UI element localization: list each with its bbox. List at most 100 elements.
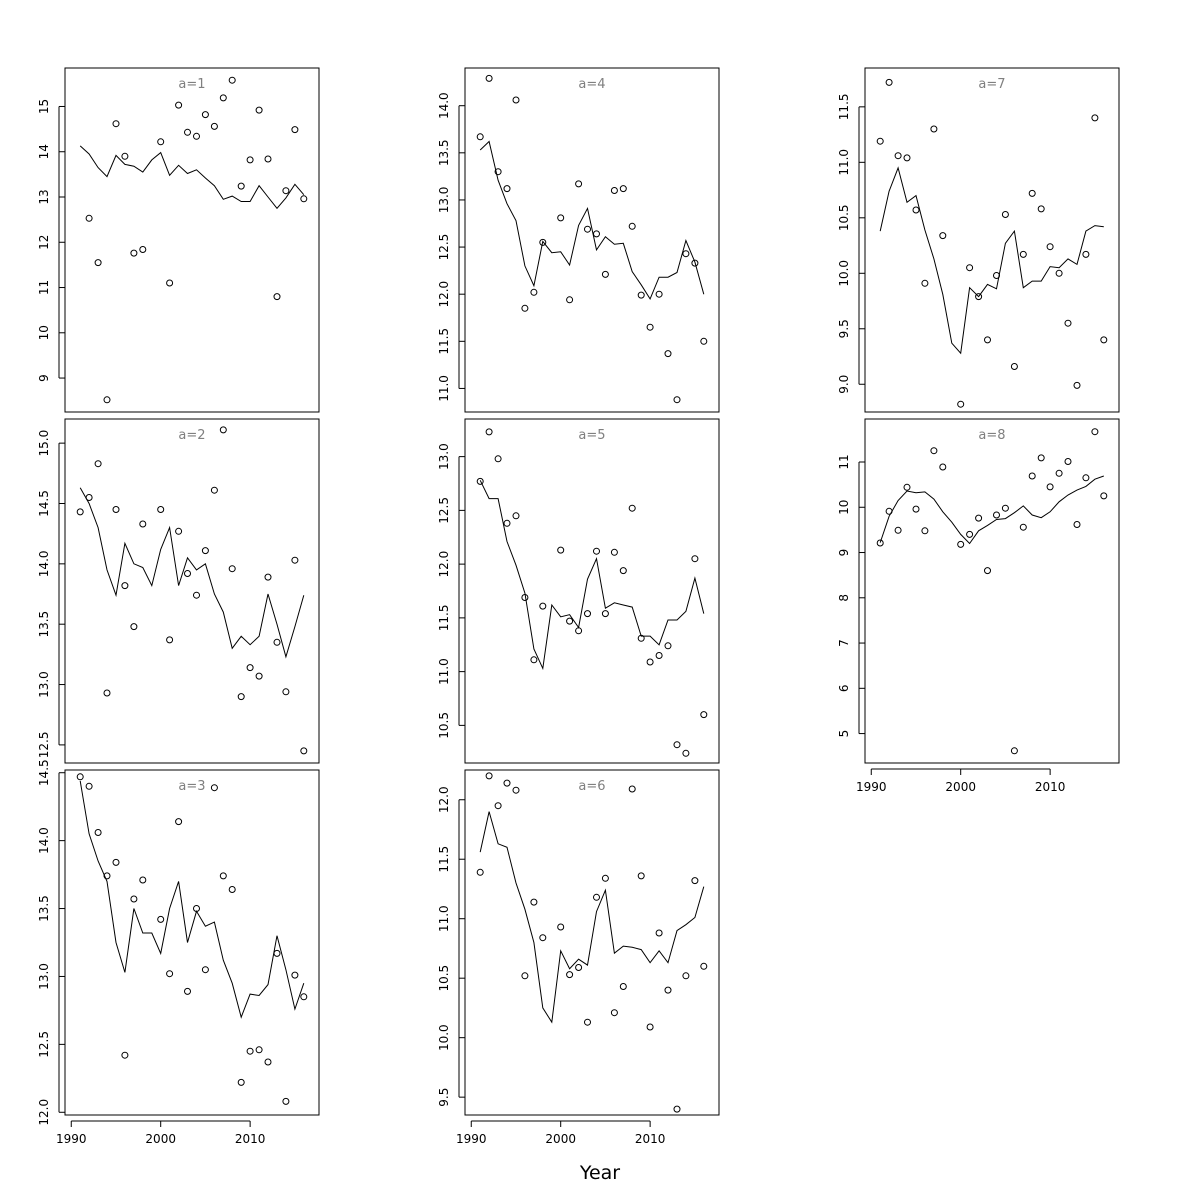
x-tick-label: 2010 (635, 1132, 666, 1146)
observed-point (655, 652, 663, 659)
observed-point (593, 230, 600, 238)
observed-point (112, 506, 120, 513)
y-tick-label: 14.0 (37, 550, 51, 577)
y-tick-label: 14.0 (437, 92, 451, 119)
observed-point (939, 463, 947, 471)
y-tick-label: 10 (37, 325, 51, 340)
observed-point (512, 512, 520, 520)
observed-point (282, 1097, 290, 1105)
panels-layer: a=19101112131415a=212.513.013.514.014.51… (37, 67, 1120, 1146)
observed-point (228, 886, 236, 893)
x-tick-label: 2010 (1035, 780, 1066, 794)
observed-point (246, 1047, 254, 1055)
fitted-line (879, 166, 1104, 355)
observed-point (921, 527, 929, 535)
observed-point (673, 396, 681, 404)
observed-point (1046, 243, 1054, 251)
x-tick-label: 2010 (235, 1132, 266, 1146)
observed-point (1073, 381, 1081, 389)
observed-point (1091, 114, 1099, 122)
observed-point (1055, 469, 1063, 477)
panel-frame (864, 418, 1120, 764)
observed-point (237, 693, 245, 701)
observed-point (566, 617, 574, 625)
panel-a=8: a=8 5 6 7 8 9 10 11 1990 2000 2010 (837, 418, 1120, 794)
observed-point (1064, 458, 1072, 465)
observed-point (503, 519, 511, 527)
fitted-line (479, 811, 705, 1024)
observed-point (1028, 189, 1036, 197)
observed-point (521, 972, 529, 980)
observed-point (94, 259, 102, 267)
observed-point (139, 520, 147, 528)
panel-a=6: a=6 9.5 10.0 10.5 11.0 11.5 12.0 1990 2000 2010 (437, 769, 720, 1146)
panel-a=1: a=1 9 10 11 12 13 14 15 (37, 67, 320, 413)
observed-point (157, 138, 165, 146)
observed-point (476, 477, 484, 485)
y-tick-label: 11.0 (437, 375, 451, 402)
observed-point (700, 337, 708, 345)
y-tick-label: 14.0 (37, 827, 51, 854)
y-tick-label: 10.0 (837, 260, 851, 287)
y-tick-label: 12.5 (437, 234, 451, 261)
observed-point (557, 214, 565, 222)
observed-point (264, 573, 272, 581)
panel-title: a=8 (978, 428, 1005, 443)
observed-point (700, 711, 708, 719)
observed-point (273, 293, 281, 301)
observed-point (485, 428, 493, 436)
observed-point (691, 259, 699, 267)
x-tick-label: 1990 (456, 1132, 487, 1146)
observed-point (184, 128, 191, 136)
y-tick-label: 11.5 (437, 328, 451, 355)
observed-point (876, 137, 884, 145)
observed-point (601, 874, 609, 882)
observed-point (512, 786, 520, 794)
observed-point (903, 154, 911, 162)
observed-point (139, 246, 147, 253)
observed-point (682, 250, 690, 258)
y-tick-label: 11.5 (837, 93, 851, 120)
y-tick-label: 13.5 (437, 139, 451, 166)
y-tick-label: 5 (837, 730, 851, 738)
observed-point (575, 964, 583, 971)
observed-point (300, 993, 308, 1001)
observed-point (1055, 269, 1063, 277)
observed-point (237, 182, 245, 190)
observed-point (255, 1046, 263, 1054)
x-tick-label: 2000 (545, 1132, 576, 1146)
observed-point (121, 152, 129, 160)
observed-point (637, 291, 645, 299)
fitted-line (79, 145, 305, 210)
observed-point (984, 567, 991, 575)
y-tick-label: 12.0 (37, 1099, 51, 1126)
observed-point (575, 627, 583, 635)
observed-point (584, 225, 591, 233)
observed-point (628, 504, 636, 512)
observed-point (175, 527, 183, 535)
observed-point (485, 74, 493, 82)
observed-point (264, 1058, 272, 1066)
observed-point (530, 656, 538, 664)
observed-point (166, 636, 174, 644)
observed-point (503, 779, 511, 787)
observed-point (646, 658, 654, 666)
panel-frame (864, 67, 1120, 413)
observed-point (85, 782, 93, 790)
observed-point (210, 784, 218, 792)
observed-point (485, 772, 493, 780)
observed-point (228, 76, 236, 84)
panel-title: a=6 (578, 779, 605, 794)
observed-point (166, 970, 174, 978)
observed-point (930, 447, 938, 455)
observed-point (210, 486, 218, 494)
observed-point (566, 971, 574, 979)
observed-point (957, 400, 965, 408)
observed-point (700, 962, 708, 970)
observed-point (637, 872, 645, 880)
panel-frame (64, 418, 320, 764)
observed-point (993, 272, 1000, 279)
observed-point (1010, 363, 1018, 370)
observed-point (201, 111, 209, 119)
observed-point (673, 741, 681, 749)
